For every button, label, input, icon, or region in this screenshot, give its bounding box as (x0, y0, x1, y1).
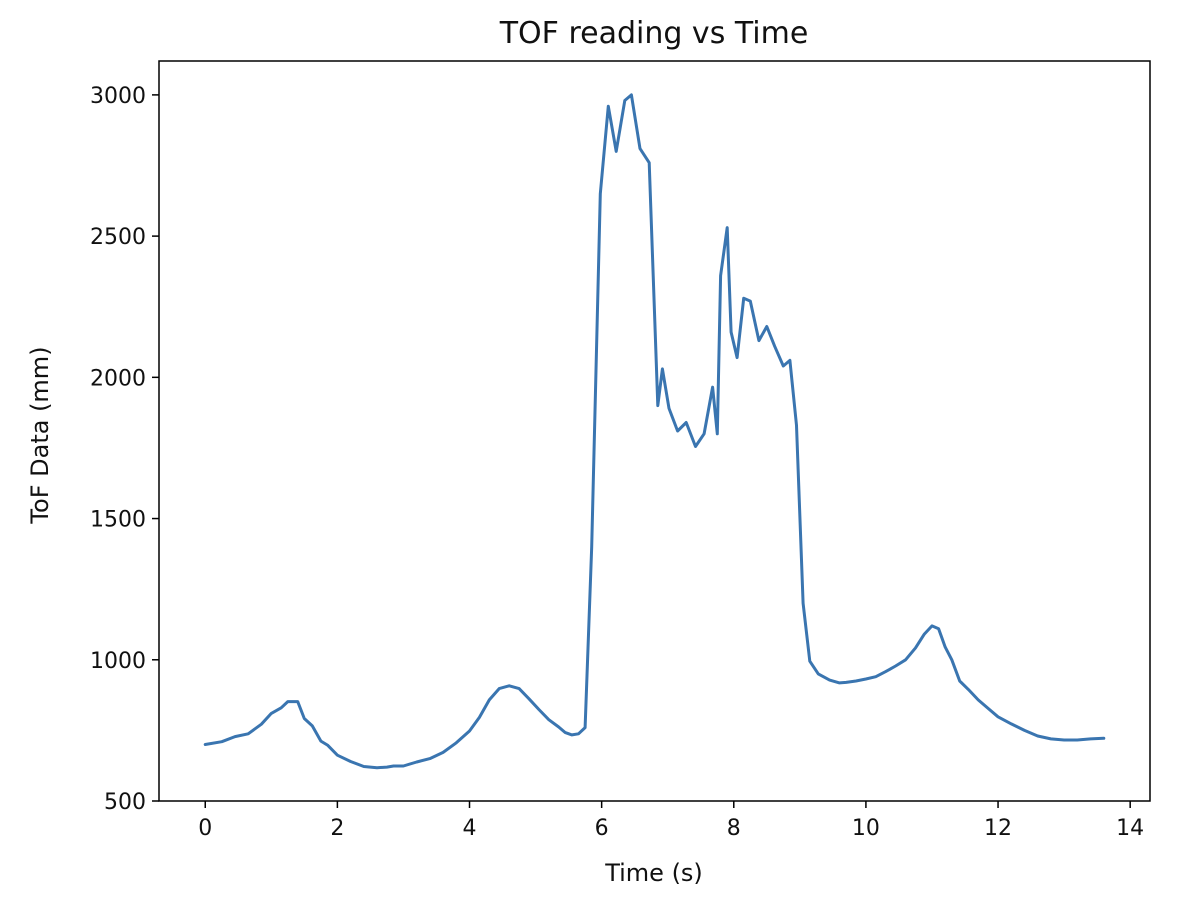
y-axis-title: ToF Data (mm) (26, 346, 54, 524)
y-tick-label: 2000 (90, 366, 146, 391)
y-tick-label: 1500 (90, 508, 146, 533)
chart-marks: 0 2 4 6 8 10 12 14 500 1000 1500 2000 2500 3000 (90, 84, 1144, 841)
y-tick-label: 500 (104, 790, 146, 815)
x-tick-label: 14 (1116, 816, 1144, 841)
y-tick-label: 1000 (90, 649, 146, 674)
x-tick-label: 12 (984, 816, 1012, 841)
x-tick-label: 0 (198, 816, 212, 841)
x-tick-label: 4 (463, 816, 477, 841)
y-tick-label: 2500 (90, 225, 146, 250)
x-tick-label: 6 (595, 816, 609, 841)
series-line (203, 93, 1106, 770)
plot-frame (158, 60, 1151, 802)
chart-title: TOF reading vs Time (499, 16, 809, 51)
x-tick-label: 8 (727, 816, 741, 841)
x-axis-title: Time (s) (604, 859, 703, 887)
x-tick-label: 10 (852, 816, 880, 841)
y-tick-label: 3000 (90, 84, 146, 109)
x-tick-label: 2 (330, 816, 344, 841)
